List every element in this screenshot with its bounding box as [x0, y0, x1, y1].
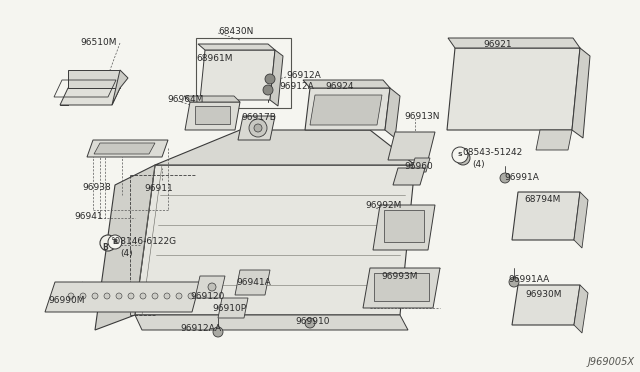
Circle shape: [254, 124, 262, 132]
Text: 96941A: 96941A: [236, 278, 271, 287]
Text: J969005X: J969005X: [588, 357, 635, 367]
Polygon shape: [184, 96, 240, 102]
Text: 96912A: 96912A: [286, 71, 321, 80]
Text: 969910: 969910: [295, 317, 330, 326]
Text: 96913N: 96913N: [404, 112, 440, 121]
Polygon shape: [303, 80, 390, 88]
Polygon shape: [385, 88, 400, 138]
Text: 68794M: 68794M: [524, 195, 561, 204]
Circle shape: [100, 235, 116, 251]
Bar: [374, 273, 429, 301]
Text: 96924: 96924: [325, 82, 353, 91]
Text: 68430N: 68430N: [218, 27, 253, 36]
Circle shape: [249, 119, 267, 137]
Text: 96964M: 96964M: [167, 95, 204, 104]
Text: 96921: 96921: [483, 40, 511, 49]
Circle shape: [128, 293, 134, 299]
Text: 96917B: 96917B: [241, 113, 276, 122]
Circle shape: [213, 327, 223, 337]
Polygon shape: [135, 165, 415, 315]
Circle shape: [176, 293, 182, 299]
Circle shape: [509, 277, 519, 287]
Polygon shape: [574, 192, 588, 248]
Text: 96991AA: 96991AA: [508, 275, 549, 284]
Circle shape: [68, 293, 74, 299]
Text: 96912A: 96912A: [279, 82, 314, 91]
Circle shape: [140, 293, 146, 299]
Polygon shape: [305, 88, 390, 130]
Circle shape: [152, 293, 158, 299]
Polygon shape: [447, 48, 580, 130]
Polygon shape: [195, 276, 225, 298]
Text: 96510M: 96510M: [80, 38, 116, 47]
Text: 96991A: 96991A: [504, 173, 539, 182]
Bar: [195, 106, 230, 124]
Polygon shape: [45, 282, 200, 312]
Text: B: B: [102, 243, 108, 251]
Text: 68961M: 68961M: [196, 54, 232, 63]
Polygon shape: [310, 95, 382, 125]
Polygon shape: [198, 44, 275, 50]
Circle shape: [104, 293, 110, 299]
Polygon shape: [94, 143, 155, 154]
Text: 96910P: 96910P: [212, 304, 246, 313]
Circle shape: [452, 147, 468, 163]
Circle shape: [460, 155, 466, 161]
Circle shape: [80, 293, 86, 299]
Circle shape: [108, 235, 122, 249]
Text: 08543-51242: 08543-51242: [462, 148, 522, 157]
Bar: [384, 210, 424, 242]
Circle shape: [208, 283, 216, 291]
Text: 96930M: 96930M: [525, 290, 561, 299]
Text: B: B: [113, 239, 118, 245]
Polygon shape: [388, 132, 435, 160]
Circle shape: [188, 293, 194, 299]
Polygon shape: [87, 140, 168, 157]
Text: 96992M: 96992M: [365, 201, 401, 210]
Circle shape: [116, 293, 122, 299]
Polygon shape: [512, 285, 580, 325]
Polygon shape: [448, 38, 580, 48]
Polygon shape: [218, 298, 248, 318]
Circle shape: [456, 151, 470, 165]
Polygon shape: [572, 48, 590, 138]
Text: 96912AA: 96912AA: [180, 324, 221, 333]
Polygon shape: [536, 130, 572, 150]
Polygon shape: [411, 158, 430, 172]
Polygon shape: [112, 70, 128, 105]
Text: 96993M: 96993M: [381, 272, 417, 281]
Text: 969120: 969120: [190, 292, 225, 301]
Text: 96990M: 96990M: [48, 296, 84, 305]
Circle shape: [500, 173, 510, 183]
Circle shape: [164, 293, 170, 299]
Text: S: S: [458, 153, 462, 157]
Text: °08146-6122G: °08146-6122G: [110, 237, 176, 246]
Polygon shape: [363, 268, 440, 308]
Circle shape: [92, 293, 98, 299]
Polygon shape: [200, 50, 275, 100]
Text: 96960: 96960: [404, 162, 433, 171]
Text: 96938: 96938: [82, 183, 111, 192]
Polygon shape: [512, 192, 580, 240]
Circle shape: [263, 85, 273, 95]
Polygon shape: [60, 88, 120, 105]
Bar: [196, 38, 291, 108]
Circle shape: [305, 318, 315, 328]
Text: (4): (4): [472, 160, 484, 169]
Polygon shape: [270, 50, 283, 106]
Polygon shape: [393, 168, 425, 185]
Polygon shape: [373, 205, 435, 250]
Polygon shape: [68, 70, 120, 88]
Circle shape: [265, 74, 275, 84]
Text: (4): (4): [120, 249, 132, 258]
Polygon shape: [574, 285, 588, 333]
Text: 96941: 96941: [74, 212, 102, 221]
Polygon shape: [185, 102, 240, 130]
Polygon shape: [235, 270, 270, 295]
Polygon shape: [95, 165, 155, 330]
Text: 96911: 96911: [144, 184, 173, 193]
Polygon shape: [135, 315, 408, 330]
Polygon shape: [155, 130, 415, 165]
Polygon shape: [238, 116, 275, 140]
